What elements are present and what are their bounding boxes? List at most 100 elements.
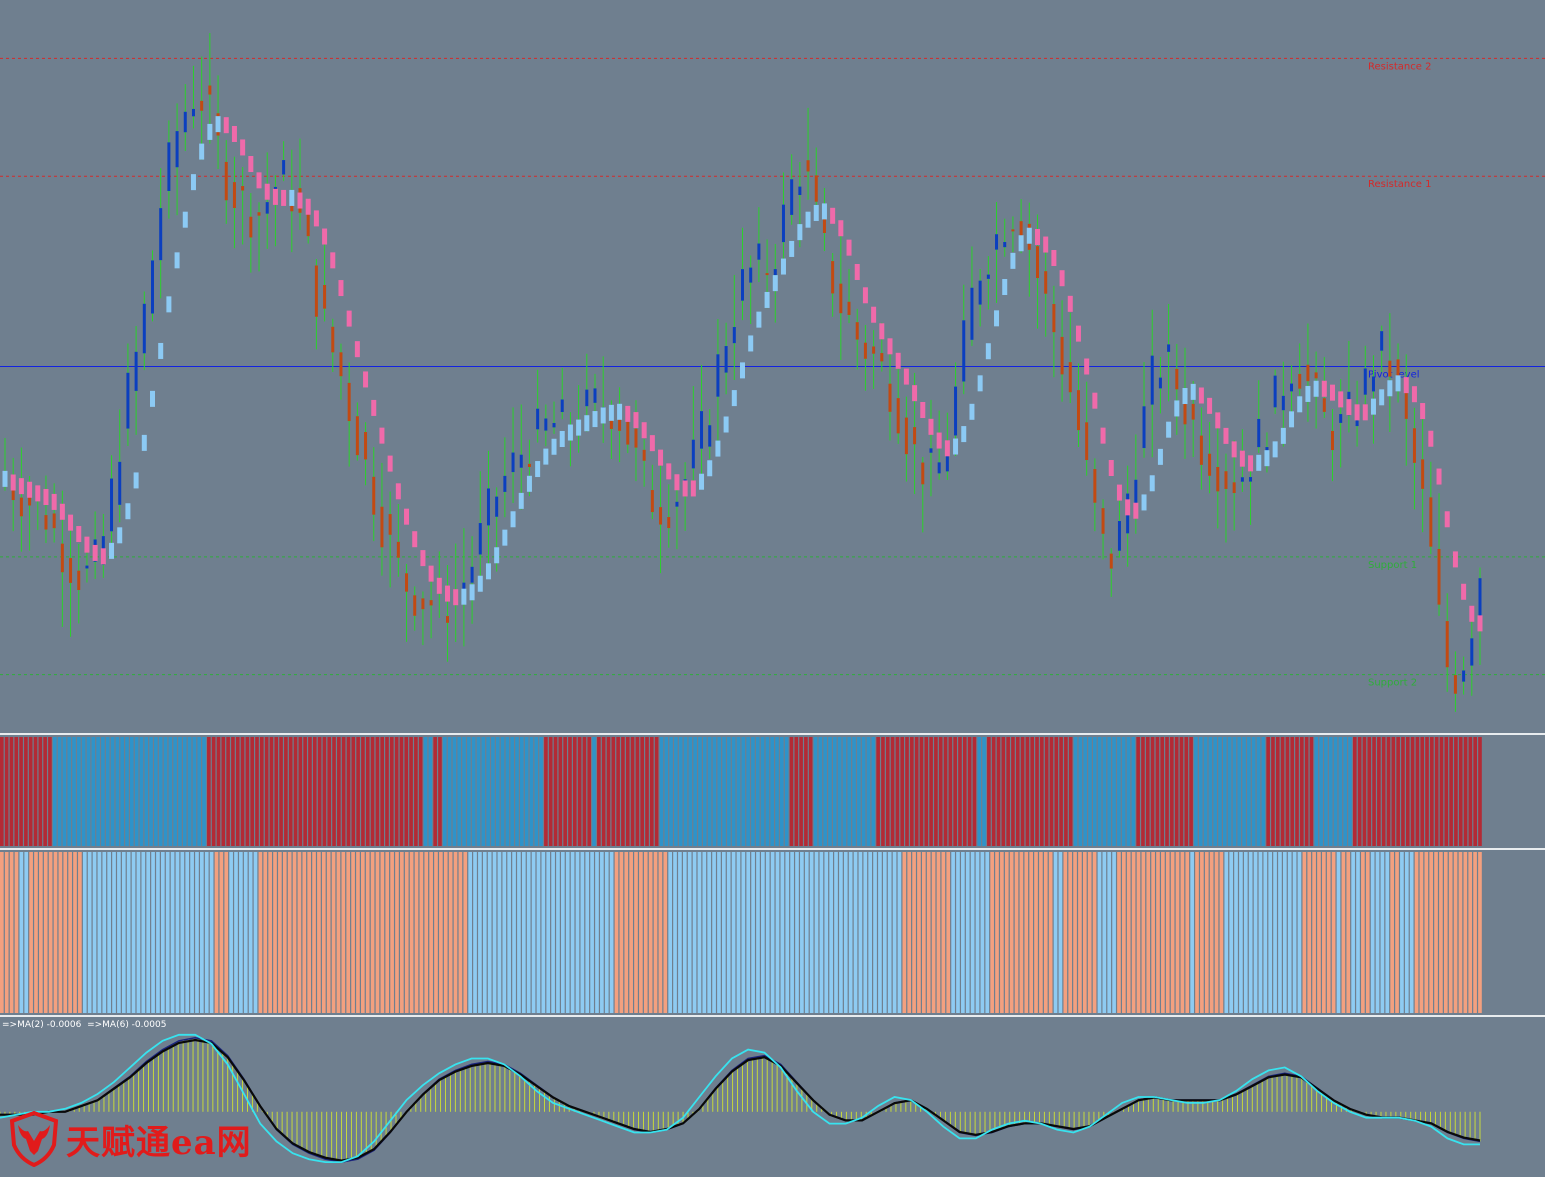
candle-body	[667, 517, 671, 529]
candle-body	[191, 108, 195, 117]
histogram-bar	[375, 737, 380, 846]
histogram-bar	[1029, 852, 1033, 1013]
histogram-bar	[1348, 737, 1352, 846]
trend-dot	[887, 338, 893, 355]
trend-dot	[1387, 380, 1393, 397]
histogram-bar	[799, 737, 803, 846]
candle-body	[118, 461, 122, 505]
histogram-bar	[327, 737, 332, 846]
histogram-bar	[1390, 852, 1394, 1013]
candle-body	[134, 351, 138, 391]
histogram-bar	[521, 852, 526, 1013]
histogram-bar	[115, 737, 120, 846]
candle-body	[839, 283, 843, 314]
histogram-bar	[1107, 852, 1112, 1013]
histogram-bar	[1415, 737, 1420, 846]
histogram-bar	[492, 852, 497, 1013]
trend-dot	[27, 481, 33, 498]
trend-dot	[51, 493, 57, 510]
candle-body	[126, 372, 130, 429]
candle-body	[1093, 469, 1097, 503]
histogram-bar	[255, 737, 259, 846]
histogram-bar	[187, 737, 192, 846]
trend-dot	[1215, 412, 1221, 429]
trend-dot	[1280, 427, 1286, 444]
trend-dot	[1411, 386, 1417, 403]
histogram-bar	[278, 852, 282, 1013]
pane-separator[interactable]	[0, 1015, 1545, 1017]
candle-body	[421, 598, 425, 610]
price-chart[interactable]: Resistance 2 Resistance 1 Pivot level Suppo…	[0, 0, 1545, 733]
candle-body	[1273, 375, 1277, 408]
histogram-bar	[1478, 852, 1482, 1013]
histogram-pane-red-blue[interactable]	[0, 735, 1545, 848]
histogram-bar	[1155, 737, 1160, 846]
histogram-bar	[848, 852, 853, 1013]
trend-dot	[854, 263, 860, 280]
histogram-bar	[1092, 737, 1097, 846]
candle-body	[347, 382, 351, 422]
histogram-bar	[77, 737, 81, 846]
histogram-bar	[1414, 852, 1419, 1013]
price-pane[interactable]: Resistance 2 Resistance 1 Pivot level Suppo…	[0, 0, 1545, 733]
histogram-bar	[664, 737, 669, 846]
candle-body	[552, 422, 556, 428]
histogram-bar	[1328, 737, 1333, 846]
candle-body	[200, 100, 204, 111]
histogram-bar	[987, 737, 991, 846]
histogram-bar	[214, 852, 219, 1013]
histogram-pane-orange-blue[interactable]	[0, 850, 1545, 1015]
histogram-bar	[565, 852, 570, 1013]
trend-dot	[764, 291, 770, 308]
histogram-bar	[101, 737, 105, 846]
histogram-bar	[726, 852, 731, 1013]
candle-body	[1101, 508, 1105, 534]
candle-body	[495, 496, 499, 517]
resistance-2-label: Resistance 2	[1368, 61, 1431, 72]
histogram-bar	[1314, 737, 1319, 846]
candle-body	[765, 273, 769, 276]
histogram-bar	[818, 737, 823, 846]
oscillator-pane[interactable]: =>MA(2) -0.0006 =>MA(6) -0.0005	[0, 1017, 1545, 1177]
histogram-bar	[92, 852, 97, 1013]
histogram-bar	[965, 852, 970, 1013]
histogram-bar	[1395, 852, 1399, 1013]
histogram-bar	[809, 852, 814, 1013]
histogram-bar	[110, 737, 115, 846]
histogram-bar	[9, 852, 14, 1013]
histogram-bar	[614, 852, 619, 1013]
histogram-bar	[48, 852, 53, 1013]
candle-body	[77, 570, 81, 591]
trend-dot	[928, 418, 934, 435]
histogram-bar	[839, 852, 843, 1013]
histogram-bar	[4, 737, 9, 846]
trend-dot	[1321, 380, 1327, 397]
histogram-bar	[843, 852, 848, 1013]
histogram-bar	[1049, 737, 1054, 846]
trend-dot	[649, 435, 655, 452]
trend-dot	[272, 188, 278, 205]
histogram-bar	[500, 737, 505, 846]
histogram-bar	[82, 852, 87, 1013]
histogram-bar	[439, 852, 443, 1013]
trend-dot	[846, 239, 852, 256]
histogram-bar	[248, 852, 253, 1013]
candle-body	[1019, 221, 1023, 243]
histogram-bar	[727, 737, 731, 846]
histogram-bar	[736, 737, 741, 846]
candle-body	[282, 160, 286, 175]
histogram-bar	[1473, 737, 1477, 846]
pane-separator[interactable]	[0, 848, 1545, 850]
histogram-bar	[890, 737, 895, 846]
histogram-bar	[789, 737, 794, 846]
candle-body	[1339, 414, 1343, 423]
histogram-bar	[590, 852, 594, 1013]
pane-separator[interactable]	[0, 733, 1545, 735]
candle-body	[175, 131, 179, 168]
histogram-bar	[996, 737, 1001, 846]
histogram-bar	[467, 737, 471, 846]
histogram-bar	[1375, 852, 1380, 1013]
candle-body	[486, 488, 490, 526]
trend-dot	[576, 419, 582, 436]
histogram-bar	[1083, 737, 1087, 846]
